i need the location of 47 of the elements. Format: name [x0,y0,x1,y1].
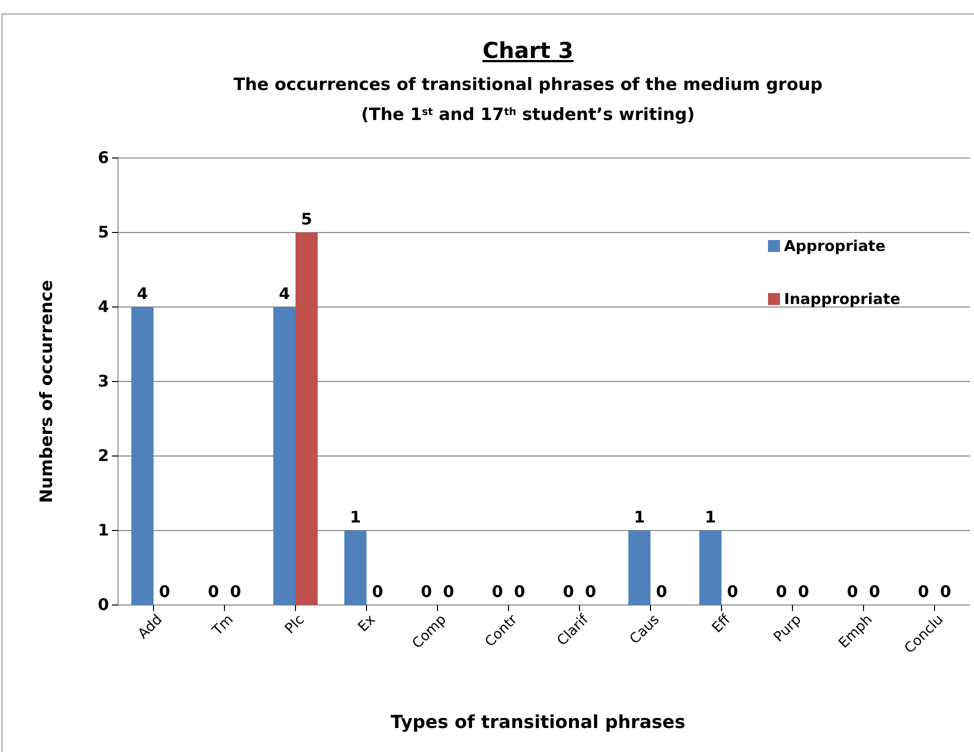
data-label: 0 [208,582,219,601]
data-label: 0 [372,582,384,601]
y-tick-label: 5 [98,222,109,242]
data-label: 0 [846,582,858,601]
bar [131,307,154,605]
data-label: 0 [869,582,880,601]
data-label: 0 [656,582,668,601]
chart-title: Chart 3 [482,39,574,64]
data-label: 0 [492,582,503,601]
y-axis-title: Numbers of occurrence [37,280,57,504]
data-label: 0 [562,582,574,601]
data-label: 0 [230,582,242,601]
data-label: 0 [940,582,952,601]
x-axis-title: Types of transitional phrases [390,712,686,733]
y-tick-label: 1 [98,520,109,540]
bar [344,530,366,605]
chart-subtitle: The occurrences of transitional phrases of the medium group (The 1$^{st}$ and 17$^{th}$ student’s writing) [233,75,823,125]
bar [628,530,650,605]
y-tick-label: 4 [98,297,109,316]
data-label: 0 [159,582,170,601]
legend-label: Appropriate [784,237,886,255]
bar [273,307,296,605]
data-label: 5 [301,210,312,228]
x-tick-label: Tm [208,612,237,640]
bar [296,232,318,605]
data-label: 0 [776,582,787,601]
data-label: 1 [704,508,716,526]
data-label: 0 [443,582,454,601]
y-tick-label: 2 [98,446,109,466]
y-tick-label: 6 [98,148,109,168]
data-label: 0 [585,582,596,601]
y-tick-label: 3 [98,372,109,391]
data-label: 0 [420,582,432,601]
data-label: 0 [514,582,526,601]
y-tick-label: 0 [98,595,109,614]
data-label: 0 [727,582,738,601]
bar [699,530,722,605]
x-tick-label: Ex [355,612,379,636]
data-label: 0 [918,582,929,601]
data-label: 1 [350,508,361,526]
x-tick-label: Eff [709,612,734,636]
data-label: 0 [798,582,810,601]
x-tick-label: Plc [282,612,308,638]
data-label: 1 [634,508,645,526]
legend-label: Inappropriate [784,290,900,308]
data-label: 4 [136,284,148,303]
data-label: 4 [278,284,290,303]
